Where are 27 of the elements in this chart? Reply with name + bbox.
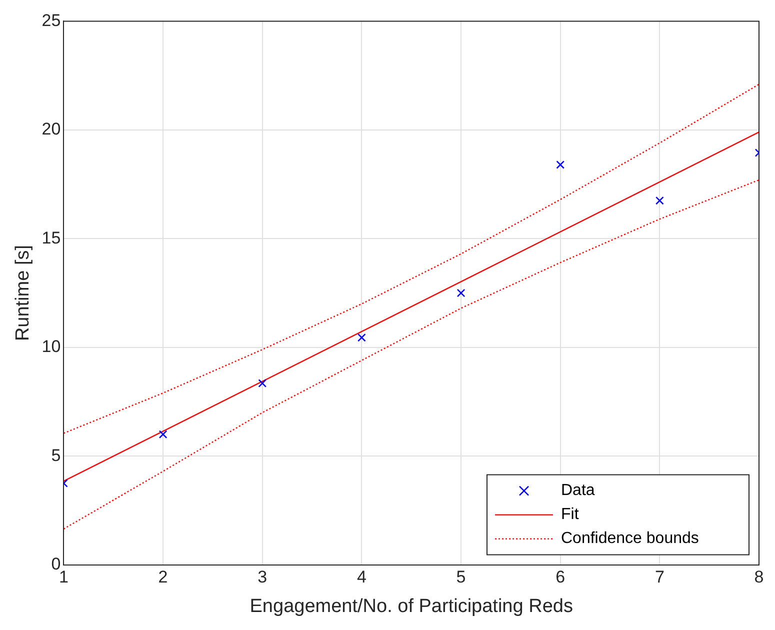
x-tick-label: 5 [456, 568, 466, 587]
x-tick-label: 2 [158, 568, 168, 587]
y-tick-label: 25 [42, 10, 61, 30]
x-tick-label: 3 [258, 568, 268, 587]
x-tick-label: 8 [754, 568, 764, 587]
line-series [64, 179, 759, 530]
line-series [64, 84, 759, 434]
point [556, 160, 565, 169]
y-tick-label: 15 [42, 228, 61, 248]
y-axis-title: Runtime [s] [12, 244, 34, 342]
x-axis-title: Engagement/No. of Participating Reds [250, 596, 573, 617]
legend-label: Confidence bounds [561, 530, 699, 548]
legend-label: Data [561, 482, 595, 500]
point [358, 333, 366, 342]
legend-label: Fit [561, 506, 580, 524]
x-tick-label: 4 [356, 568, 366, 587]
x-tick-label: 1 [58, 568, 68, 587]
y-tick-label: 20 [42, 120, 61, 139]
x-tick-label: 7 [654, 568, 664, 587]
y-tick-label: 10 [42, 337, 61, 356]
y-tick-label: 5 [51, 446, 61, 465]
x-tick-label: 6 [556, 568, 566, 587]
point [158, 430, 168, 439]
point [655, 196, 664, 205]
point [456, 288, 466, 298]
point [258, 379, 267, 388]
y-tick-label: 0 [51, 554, 61, 574]
